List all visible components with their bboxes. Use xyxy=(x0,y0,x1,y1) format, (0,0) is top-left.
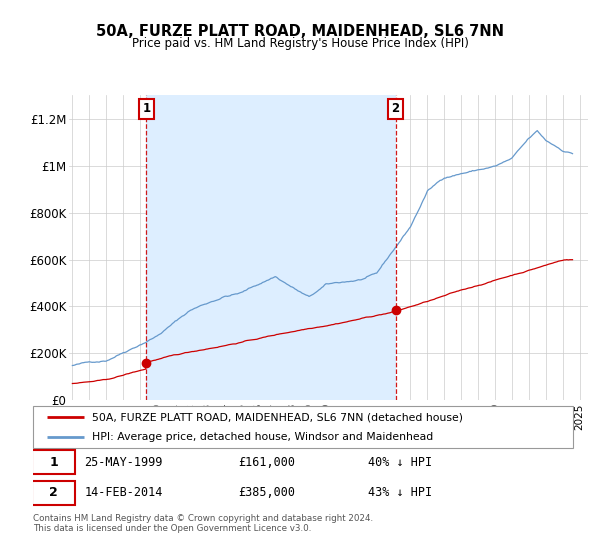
Text: 1: 1 xyxy=(49,456,58,469)
FancyBboxPatch shape xyxy=(33,406,573,448)
FancyBboxPatch shape xyxy=(32,480,75,505)
Text: HPI: Average price, detached house, Windsor and Maidenhead: HPI: Average price, detached house, Wind… xyxy=(92,432,434,442)
Text: Contains HM Land Registry data © Crown copyright and database right 2024.
This d: Contains HM Land Registry data © Crown c… xyxy=(33,514,373,533)
Text: £161,000: £161,000 xyxy=(238,456,295,469)
Text: 1: 1 xyxy=(142,102,151,115)
Bar xyxy=(146,95,395,400)
Text: 50A, FURZE PLATT ROAD, MAIDENHEAD, SL6 7NN (detached house): 50A, FURZE PLATT ROAD, MAIDENHEAD, SL6 7… xyxy=(92,412,463,422)
Text: 40% ↓ HPI: 40% ↓ HPI xyxy=(368,456,432,469)
Text: £385,000: £385,000 xyxy=(238,487,295,500)
Text: 14-FEB-2014: 14-FEB-2014 xyxy=(84,487,163,500)
Text: 25-MAY-1999: 25-MAY-1999 xyxy=(84,456,163,469)
Text: 50A, FURZE PLATT ROAD, MAIDENHEAD, SL6 7NN: 50A, FURZE PLATT ROAD, MAIDENHEAD, SL6 7… xyxy=(96,24,504,39)
Text: 2: 2 xyxy=(49,487,58,500)
Text: 2: 2 xyxy=(392,102,400,115)
Text: Price paid vs. HM Land Registry's House Price Index (HPI): Price paid vs. HM Land Registry's House … xyxy=(131,37,469,50)
Text: 43% ↓ HPI: 43% ↓ HPI xyxy=(368,487,432,500)
FancyBboxPatch shape xyxy=(32,450,75,474)
